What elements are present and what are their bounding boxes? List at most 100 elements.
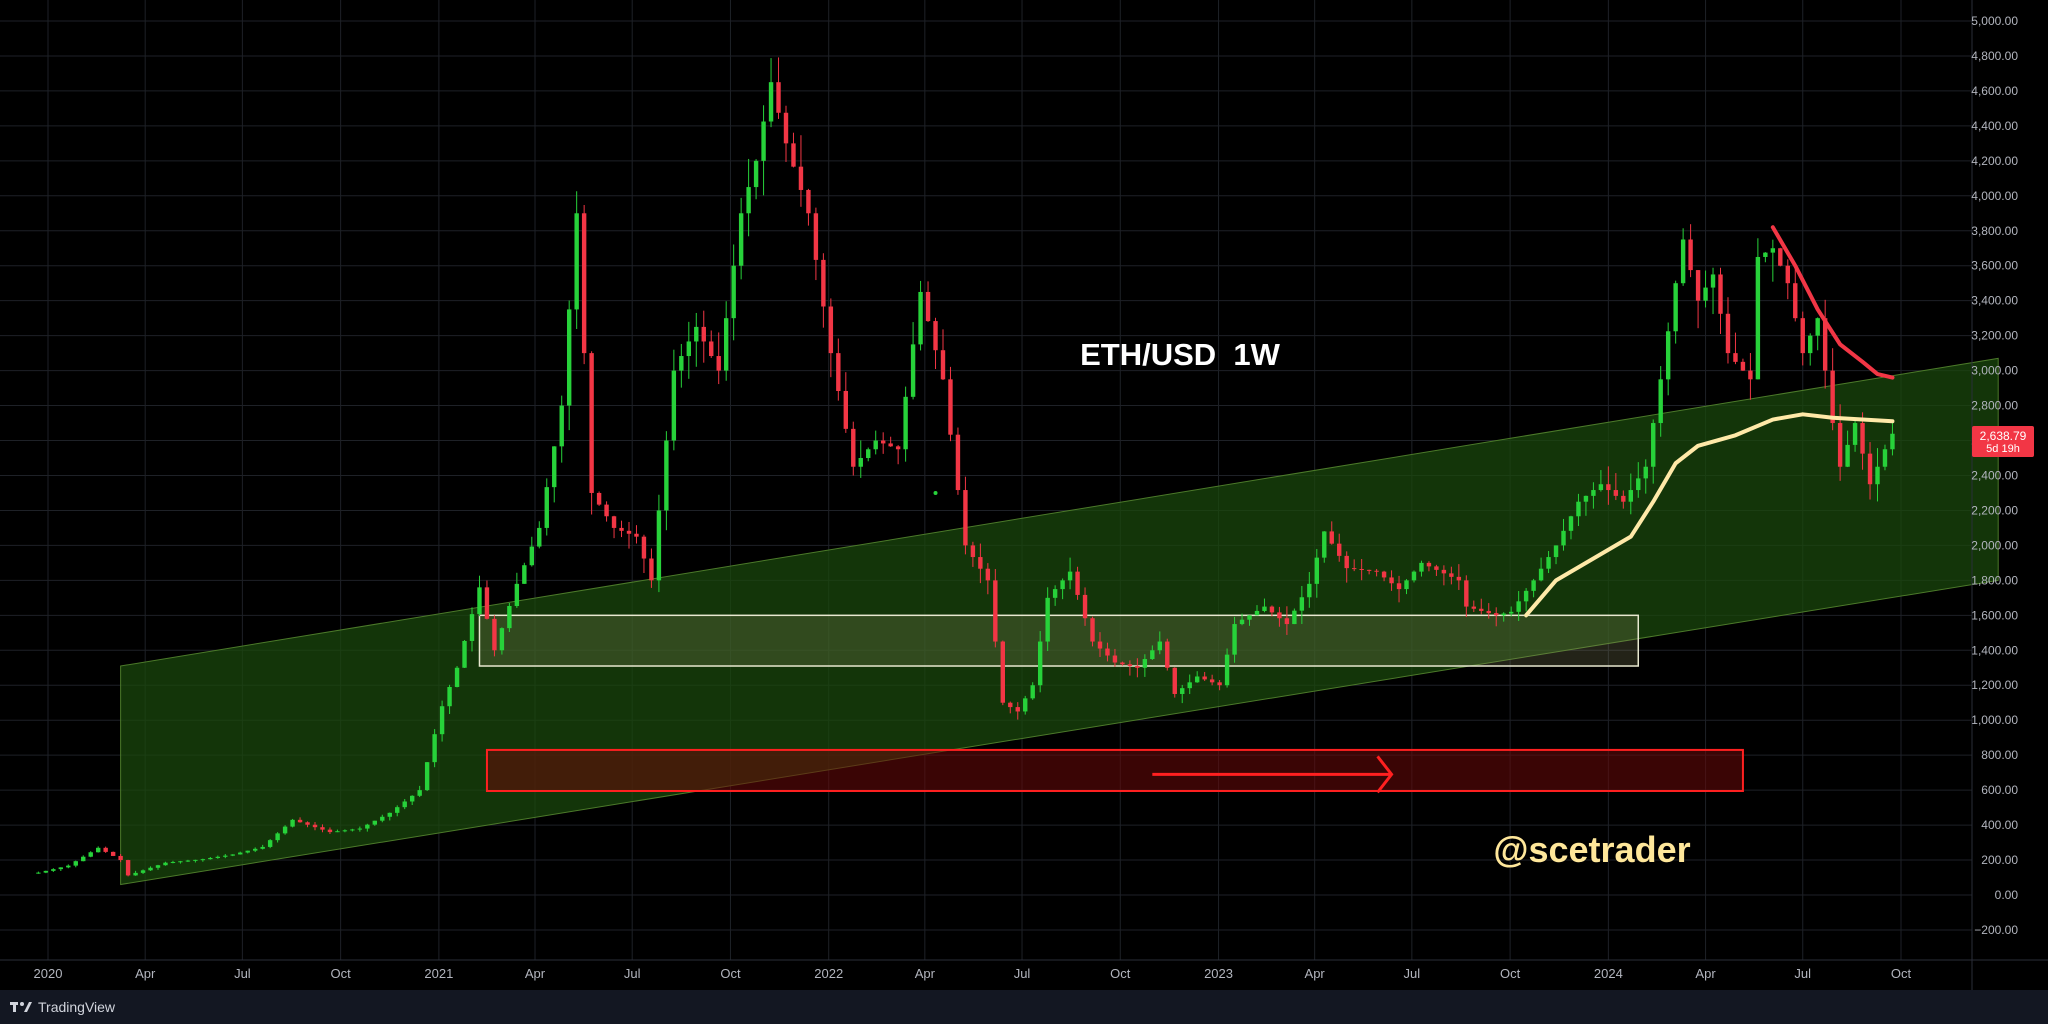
candle-body: [193, 859, 198, 861]
candle-body: [275, 833, 280, 841]
candle-body: [1411, 571, 1417, 581]
price-tick-label: 4,600.00: [1971, 84, 2018, 98]
time-tick-label: Apr: [1695, 966, 1716, 981]
candle-body: [417, 790, 422, 796]
candle-body: [133, 872, 138, 876]
candle-body: [679, 356, 684, 371]
candle-body: [1651, 423, 1656, 467]
candle-body: [462, 640, 467, 668]
candle-body: [768, 82, 774, 122]
candle-body: [1576, 501, 1581, 517]
candle-body: [985, 568, 991, 581]
time-tick-label: Jul: [1794, 966, 1811, 981]
candle-body: [1165, 641, 1170, 668]
candle-body: [155, 865, 161, 868]
candle-body: [163, 862, 168, 866]
candle-body: [51, 869, 56, 871]
candle-body: [566, 309, 572, 406]
candle-body: [589, 353, 594, 493]
candle-body: [1247, 615, 1252, 620]
time-axis[interactable]: 2020 Apr Jul Oct 2021 Apr Jul Oct 2022 Apr Jul Oct 2…: [34, 966, 1912, 981]
chart-title: ETH/USD 1W: [1080, 337, 1281, 372]
candle-body: [1209, 679, 1215, 683]
price-axis[interactable]: 5,000.00 4,800.00 4,600.00 4,400.00 4,200.00…: [1971, 14, 2018, 937]
candle-body: [1733, 353, 1738, 362]
candle-body: [596, 492, 602, 505]
candle-body: [910, 344, 916, 397]
candle-body: [484, 587, 490, 619]
candle-body: [1374, 570, 1379, 572]
candle-body: [1105, 648, 1110, 656]
candle-body: [1023, 698, 1028, 712]
time-tick-label: 2022: [814, 966, 843, 981]
candle-body: [1882, 449, 1888, 467]
price-tick-label: 3,400.00: [1971, 294, 2018, 308]
candle-body: [686, 341, 692, 357]
candle-body: [1008, 702, 1013, 708]
candle-body: [178, 861, 183, 863]
candle-body: [529, 546, 535, 566]
time-tick-label: Apr: [135, 966, 156, 981]
candle-body: [395, 807, 400, 813]
candle-body: [238, 852, 243, 855]
candle-body: [1202, 676, 1207, 680]
tradingview-logo[interactable]: TradingView: [10, 999, 115, 1015]
candle-body: [738, 213, 744, 266]
candle-body: [1404, 580, 1409, 590]
candle-body: [118, 855, 123, 861]
watermark-text: @scetrader: [1493, 829, 1690, 870]
candle-body: [641, 536, 647, 559]
candle-body: [230, 854, 235, 856]
tradingview-brand-label: TradingView: [38, 999, 116, 1015]
candle-body: [357, 828, 363, 830]
price-tick-label: 3,000.00: [1971, 364, 2018, 378]
time-tick-label: Oct: [331, 966, 352, 981]
candle-body: [1688, 239, 1693, 271]
candle-body: [208, 857, 213, 860]
candle-body: [1239, 619, 1245, 625]
candle-body: [1553, 545, 1559, 558]
candle-body: [925, 291, 931, 322]
candle-body: [1837, 423, 1843, 467]
candle-body: [380, 816, 385, 821]
time-tick-label: 2024: [1594, 966, 1623, 981]
candle-body: [1606, 484, 1611, 491]
candle-body: [58, 867, 64, 870]
candle-body: [447, 686, 452, 707]
time-tick-label: Jul: [624, 966, 641, 981]
candle-body: [170, 861, 176, 863]
candle-body: [1621, 495, 1626, 502]
candle-body: [866, 449, 871, 458]
candle-body: [1680, 239, 1686, 284]
candle-body: [1523, 590, 1529, 602]
candle-body: [66, 865, 71, 868]
candle-body: [365, 824, 370, 829]
candle-body: [978, 557, 983, 569]
candle-body: [948, 379, 953, 435]
price-tick-label: 800.00: [1981, 748, 2018, 762]
candle-body: [1142, 659, 1148, 668]
candle-body: [1194, 676, 1200, 683]
candle-body: [1456, 576, 1462, 581]
candle-body: [821, 259, 826, 307]
candle-body: [372, 820, 378, 825]
candle-body: [522, 565, 527, 584]
candle-body: [1157, 641, 1162, 651]
candle-body: [1860, 423, 1865, 454]
candle-body: [1583, 495, 1589, 502]
candle-body: [1307, 583, 1312, 598]
candle-body: [73, 861, 78, 866]
support-zone-box: [478, 614, 1640, 667]
candle-body: [851, 428, 856, 467]
candle-body: [409, 795, 415, 802]
candle-body: [1090, 618, 1095, 642]
candle-body: [43, 870, 49, 873]
candle-body: [1516, 601, 1521, 612]
candle-body: [507, 605, 512, 629]
candle-body: [828, 306, 834, 354]
candle-body: [1665, 331, 1671, 380]
candle-body: [1441, 569, 1447, 574]
price-tick-label: 1,800.00: [1971, 573, 2018, 587]
candle-body: [1351, 568, 1357, 570]
